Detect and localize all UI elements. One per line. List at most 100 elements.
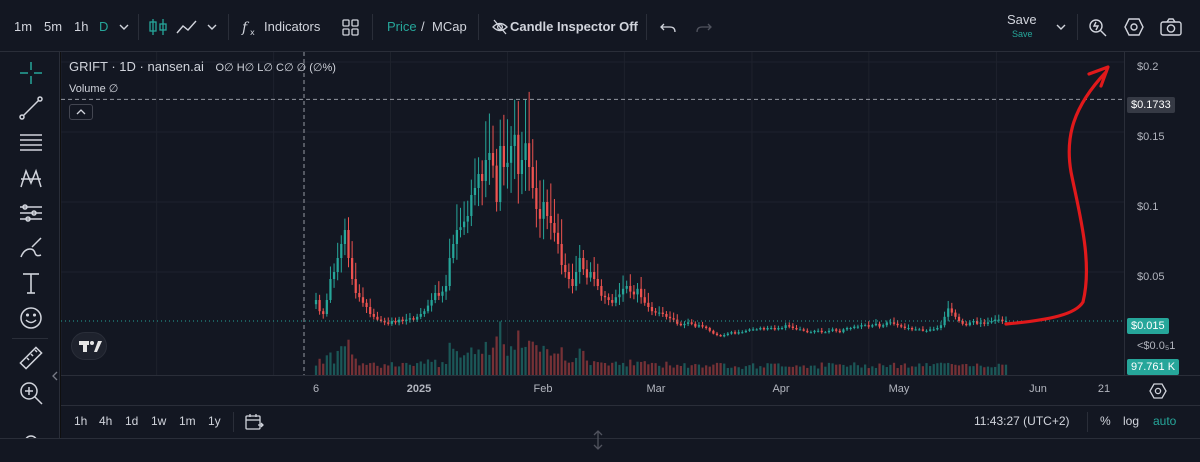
volume-bar [820, 362, 823, 375]
volume-bar [679, 365, 682, 375]
trend-line-icon[interactable] [18, 95, 44, 121]
candle-body [921, 329, 925, 331]
brush-icon[interactable] [18, 235, 44, 261]
range-4h[interactable]: 4h [99, 414, 113, 428]
volume-bar [860, 367, 863, 375]
volume-bar [762, 367, 766, 375]
volume-bar [611, 362, 614, 375]
volume-bar [437, 367, 440, 375]
interval-1m[interactable]: 1m [14, 19, 33, 34]
chart-pane[interactable]: GRIFT · 1D · nansen.ai O∅ H∅ L∅ C∅ ∅ (∅%… [61, 52, 1124, 375]
volume-bar [770, 363, 773, 375]
candle-body [484, 160, 487, 181]
interval-1h[interactable]: 1h [74, 19, 89, 34]
resize-handle-icon[interactable] [590, 429, 606, 451]
candle-body [473, 188, 477, 195]
candle-body [723, 335, 726, 337]
volume-bar [535, 345, 538, 375]
percent-toggle[interactable]: % [1100, 414, 1111, 428]
volume-bar [582, 350, 585, 375]
axis-settings-icon[interactable] [1149, 382, 1167, 400]
fib-retracement-icon[interactable] [18, 130, 44, 156]
candle-body [632, 291, 636, 295]
toolbar-collapse-chevron-icon[interactable] [51, 366, 59, 386]
candle-body [426, 305, 430, 312]
mcap-toggle[interactable]: MCap [432, 19, 467, 34]
interval-5m[interactable]: 5m [44, 19, 63, 34]
candle-body [571, 279, 574, 286]
volume-bar [900, 365, 903, 375]
candle-body [343, 230, 347, 244]
candle-body [535, 188, 538, 209]
candle-body [903, 326, 906, 328]
volume-bar [914, 366, 917, 375]
volume-bar [643, 361, 646, 375]
eye-off-icon[interactable] [492, 17, 508, 37]
interval-1d[interactable]: D [99, 19, 109, 34]
save-chevron-down-icon[interactable] [1055, 17, 1067, 37]
candle-body [798, 329, 802, 331]
intervals-chevron-down-icon[interactable] [118, 17, 130, 37]
pattern-icon[interactable] [18, 165, 44, 191]
volume-bar [788, 366, 791, 375]
chart-type-chevron-down-icon[interactable] [206, 17, 218, 37]
clock-timezone[interactable]: 11:43:27 (UTC+2) [974, 414, 1070, 428]
text-tool-icon[interactable] [18, 270, 44, 296]
undo-icon[interactable] [660, 17, 676, 37]
range-1m[interactable]: 1m [179, 414, 196, 428]
volume-bar [618, 364, 621, 375]
volume-bar [889, 364, 892, 375]
candle-body [401, 319, 404, 321]
time-axis[interactable]: 6 2025 Feb Mar Apr May Jun 21 [61, 375, 1200, 405]
price-axis[interactable]: $0.2 $0.1733 $0.15 $0.1 $0.05 $0.015 <$0… [1124, 52, 1200, 375]
candle-body [564, 265, 567, 272]
redo-icon[interactable] [696, 17, 712, 37]
emoji-icon[interactable] [18, 305, 44, 331]
settings-gear-icon[interactable] [1124, 17, 1144, 37]
price-tick-label: $0.15 [1137, 131, 1165, 143]
volume-bar [376, 365, 379, 375]
volume-bar [957, 365, 961, 375]
candle-body [441, 291, 444, 296]
time-tick-label: May [888, 383, 910, 395]
indicators-button[interactable]: Indicators [264, 19, 321, 34]
line-chart-icon[interactable] [176, 17, 198, 37]
layout-grid-icon[interactable] [342, 17, 360, 37]
volume-bar [553, 353, 556, 375]
log-toggle[interactable]: log [1123, 414, 1140, 428]
range-1h[interactable]: 1h [74, 414, 88, 428]
date-range-calendar-icon[interactable] [244, 412, 264, 432]
price-toggle[interactable]: Price [387, 19, 417, 34]
candles-icon[interactable] [148, 17, 170, 37]
ruler-icon[interactable] [18, 345, 44, 371]
range-1w[interactable]: 1w [151, 414, 167, 428]
volume-bar [903, 363, 906, 375]
measure-icon[interactable] [18, 200, 44, 226]
candle-body [509, 146, 513, 163]
range-1d[interactable]: 1d [125, 414, 139, 428]
candle-body [914, 329, 917, 331]
range-1y[interactable]: 1y [208, 414, 221, 428]
candle-body [874, 323, 878, 326]
volume-bar [546, 349, 549, 375]
camera-icon[interactable] [1160, 17, 1182, 37]
save-button[interactable]: Save [1007, 12, 1037, 27]
candle-body [538, 209, 542, 219]
volume-bar [986, 366, 990, 375]
legend-collapse-button[interactable] [69, 104, 93, 120]
candle-body [957, 316, 961, 321]
volume-bar [462, 355, 466, 375]
candle-body [827, 330, 831, 333]
candle-body [600, 286, 603, 296]
legend-volume: Volume ∅ [69, 83, 119, 95]
candle-body [491, 153, 495, 166]
zoom-in-icon[interactable] [18, 380, 44, 406]
volume-bar [668, 365, 672, 375]
crosshair-icon[interactable] [18, 60, 44, 86]
auto-toggle[interactable]: auto [1153, 414, 1177, 428]
candlestick-chart[interactable] [61, 52, 1124, 375]
candle-inspector-toggle[interactable]: Candle Inspector Off [510, 19, 638, 34]
quick-search-icon[interactable] [1088, 17, 1108, 37]
